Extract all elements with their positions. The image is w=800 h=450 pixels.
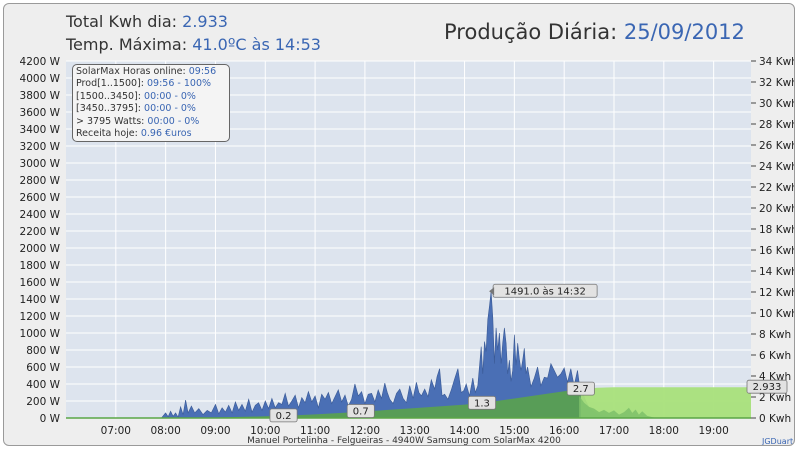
info-label: Prod[1..1500]: bbox=[76, 78, 144, 90]
x-tick-label: 17:00 bbox=[599, 425, 629, 437]
x-tick-label: 14:00 bbox=[449, 425, 479, 437]
y-right-tick-label: 18 Kwh bbox=[759, 224, 795, 236]
info-value: 00:00 - 0% bbox=[147, 115, 200, 127]
info-row: > 3795 Watts: 00:00 - 0% bbox=[76, 116, 226, 128]
y-left-tick-label: 3200 W bbox=[20, 141, 61, 153]
y-right-tick-label: 0 Kwh bbox=[759, 413, 791, 425]
total-kwh-header: Total Kwh dia: 2.933 bbox=[66, 12, 228, 31]
y-left-tick-label: 200 W bbox=[26, 396, 60, 408]
info-label: [1500..3450]: bbox=[76, 90, 142, 102]
info-label: > 3795 Watts: bbox=[76, 115, 145, 127]
x-tick-label: 15:00 bbox=[499, 425, 529, 437]
info-label: Receita hoje: bbox=[76, 128, 138, 140]
energy-area bbox=[66, 389, 581, 418]
x-tick-label: 18:00 bbox=[649, 425, 679, 437]
info-row: Receita hoje: 0.96 €uros bbox=[76, 128, 226, 140]
x-tick-label: 09:00 bbox=[200, 425, 230, 437]
x-tick-label: 12:00 bbox=[350, 425, 380, 437]
x-tick-label: 08:00 bbox=[151, 425, 181, 437]
data-label-pointer bbox=[489, 287, 495, 296]
y-left-tick-label: 2600 W bbox=[20, 192, 61, 204]
y-left-tick-label: 2200 W bbox=[20, 226, 61, 238]
info-value: 09:56 bbox=[188, 66, 217, 77]
y-left-tick-label: 4000 W bbox=[20, 73, 61, 85]
y-right-tick-label: 28 Kwh bbox=[759, 119, 795, 131]
total-kwh-value: 2.933 bbox=[182, 12, 228, 31]
x-tick-label: 11:00 bbox=[300, 425, 330, 437]
data-label-box bbox=[566, 381, 595, 396]
x-tick-label: 10:00 bbox=[250, 425, 280, 437]
y-right-tick-label: 24 Kwh bbox=[759, 161, 795, 173]
y-left-tick-label: 0 W bbox=[40, 413, 61, 425]
total-kwh-label: Total Kwh dia: bbox=[66, 12, 178, 31]
x-tick-label: 13:00 bbox=[400, 425, 430, 437]
max-temp-label: Temp. Máxima: bbox=[66, 35, 188, 54]
info-row: [3450..3795]: 00:00 - 0% bbox=[76, 103, 226, 115]
data-label-box bbox=[269, 408, 298, 423]
y-left-tick-label: 3400 W bbox=[20, 124, 61, 136]
y-left-tick-label: 800 W bbox=[26, 345, 60, 357]
y-right-tick-label: 16 Kwh bbox=[759, 245, 795, 257]
y-left-tick-label: 1000 W bbox=[20, 328, 61, 340]
data-label-box bbox=[467, 395, 496, 410]
y-left-tick-label: 1400 W bbox=[20, 294, 61, 306]
y-left-tick-label: 2800 W bbox=[20, 175, 61, 187]
chart-title-label: Produção Diária: bbox=[444, 20, 618, 44]
y-left-tick-label: 1800 W bbox=[20, 260, 61, 272]
chart-title-date: 25/09/2012 bbox=[623, 20, 745, 44]
x-tick-label: 16:00 bbox=[549, 425, 579, 437]
credit-text: JGDuarte bbox=[762, 437, 795, 446]
y-left-tick-label: 1200 W bbox=[20, 311, 61, 323]
y-left-tick-label: 3600 W bbox=[20, 107, 61, 119]
y-right-tick-label: 30 Kwh bbox=[759, 98, 795, 110]
footer-text: Manuel Portelinha - Felgueiras - 4940W S… bbox=[247, 436, 561, 446]
y-right-tick-label: 8 Kwh bbox=[759, 329, 791, 341]
max-temp-header: Temp. Máxima: 41.0ºC às 14:53 bbox=[66, 35, 321, 54]
data-label: 2.933 bbox=[753, 382, 782, 393]
max-temp-value: 41.0ºC às 14:53 bbox=[192, 35, 321, 54]
y-left-tick-label: 2000 W bbox=[20, 243, 61, 255]
y-left-tick-label: 3800 W bbox=[20, 90, 61, 102]
y-right-tick-label: 20 Kwh bbox=[759, 203, 795, 215]
x-tick-label: 07:00 bbox=[101, 425, 131, 437]
y-right-tick-label: 22 Kwh bbox=[759, 182, 795, 194]
info-row: SolarMax Horas online: 09:56 bbox=[76, 66, 226, 78]
data-label: 0.2 bbox=[276, 411, 292, 422]
y-right-tick-label: 6 Kwh bbox=[759, 350, 791, 362]
y-right-tick-label: 12 Kwh bbox=[759, 287, 795, 299]
data-label: 2.7 bbox=[573, 384, 589, 395]
info-box: SolarMax Horas online: 09:56 Prod[1..150… bbox=[72, 64, 230, 142]
temp-area bbox=[579, 395, 658, 418]
info-value: 00:00 - 0% bbox=[144, 90, 196, 102]
y-left-tick-label: 600 W bbox=[26, 362, 60, 374]
y-right-tick-label: 10 Kwh bbox=[759, 308, 795, 320]
y-left-tick-label: 4200 W bbox=[20, 56, 61, 68]
info-value: 00:00 - 0% bbox=[144, 103, 196, 115]
info-value: 0.96 €uros bbox=[140, 128, 192, 140]
y-right-tick-label: 32 Kwh bbox=[759, 77, 795, 89]
y-right-tick-label: 2 Kwh bbox=[759, 392, 791, 404]
y-right-tick-label: 14 Kwh bbox=[759, 266, 795, 278]
info-row: [1500..3450]: 00:00 - 0% bbox=[76, 91, 226, 103]
data-label: 0.7 bbox=[353, 406, 369, 417]
x-tick-label: 19:00 bbox=[699, 425, 729, 437]
data-label: 1491.0 às 14:32 bbox=[504, 285, 586, 297]
energy-flat-area bbox=[580, 387, 751, 418]
y-left-tick-label: 400 W bbox=[26, 379, 60, 391]
y-left-tick-label: 2400 W bbox=[20, 209, 61, 221]
production-chart: 0 W 200 W 400 W 600 W 800 W 1000 W 1200 W 1400 … bbox=[20, 56, 795, 437]
y-left-tick-label: 1600 W bbox=[20, 277, 61, 289]
data-label: 1.3 bbox=[474, 398, 490, 409]
info-value: 09:56 - 100% bbox=[147, 78, 212, 90]
y-right-tick-label: 34 Kwh bbox=[759, 56, 795, 68]
data-label-box bbox=[746, 379, 788, 394]
chart-title: Produção Diária: 25/09/2012 bbox=[444, 20, 745, 44]
info-label: SolarMax Horas online: bbox=[76, 66, 186, 77]
info-label: [3450..3795]: bbox=[76, 103, 142, 115]
y-right-tick-label: 26 Kwh bbox=[759, 140, 795, 152]
chart-frame: 0 W 200 W 400 W 600 W 800 W 1000 W 1200 W 1400 … bbox=[3, 3, 795, 446]
info-row: Prod[1..1500]: 09:56 - 100% bbox=[76, 78, 226, 90]
y-left-tick-label: 3000 W bbox=[20, 158, 61, 170]
data-label-box bbox=[346, 404, 375, 418]
